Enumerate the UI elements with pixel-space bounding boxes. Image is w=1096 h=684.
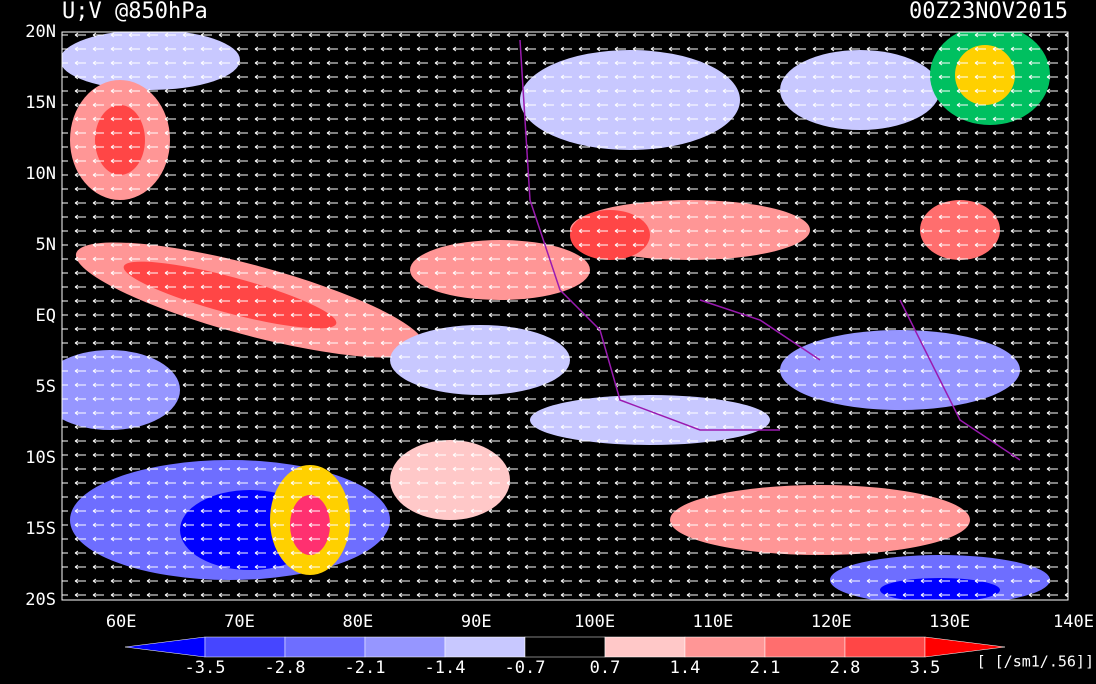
colorbar-label: 2.8 <box>830 658 861 678</box>
colorbar-segment <box>764 636 846 658</box>
colorbar-arrow-right <box>924 636 1006 658</box>
lon-label: 110E <box>692 612 733 632</box>
lat-label: 20N <box>25 22 56 42</box>
colorbar-label: 0.7 <box>590 658 621 678</box>
lat-label: EQ <box>36 306 56 326</box>
colorbar-segment <box>844 636 926 658</box>
lon-label: 140E <box>1053 612 1094 632</box>
lon-label: 60E <box>106 612 137 632</box>
lat-label: 5S <box>36 377 56 397</box>
colorbar-segment <box>204 636 286 658</box>
colorbar-segment <box>684 636 766 658</box>
colorbar-label: -2.1 <box>345 658 386 678</box>
colorbar-segment <box>284 636 366 658</box>
lon-label: 120E <box>811 612 852 632</box>
colorbar-label: -3.5 <box>185 658 226 678</box>
colorbar: -3.5 -2.8 -2.1 -1.4 -0.7 0.7 1.4 2.1 2.8 3.5 <box>124 636 1006 678</box>
colorbar-unit: [ [/sm1/.56]] <box>977 653 1094 671</box>
title: U;V @850hPa <box>62 0 208 24</box>
colorbar-label: -0.7 <box>505 658 546 678</box>
lat-label: 5N <box>36 235 56 255</box>
lat-label: 15N <box>25 93 56 113</box>
colorbar-segment <box>524 636 606 658</box>
map-frame <box>61 31 1069 601</box>
lat-label: 10S <box>25 448 56 468</box>
lon-label: 130E <box>929 612 970 632</box>
timestamp: 00Z23NOV2015 <box>909 0 1068 24</box>
colorbar-segment <box>604 636 686 658</box>
lon-label: 80E <box>343 612 374 632</box>
colorbar-label: 1.4 <box>670 658 701 678</box>
lon-label: 90E <box>461 612 492 632</box>
lon-label: 100E <box>574 612 615 632</box>
colorbar-segment <box>364 636 446 658</box>
map-field <box>62 32 1068 600</box>
lat-label: 15S <box>25 519 56 539</box>
colorbar-label: 2.1 <box>750 658 781 678</box>
lat-label: 10N <box>25 164 56 184</box>
colorbar-segment <box>444 636 526 658</box>
lat-axis: 20N 15N 10N 5N EQ 5S 10S 15S 20S <box>25 22 56 610</box>
colorbar-label: -2.8 <box>265 658 306 678</box>
colorbar-label: 3.5 <box>910 658 941 678</box>
lon-label: 70E <box>224 612 255 632</box>
colorbar-label: -1.4 <box>425 658 466 678</box>
lon-axis: 60E 70E 80E 90E 100E 110E 120E 130E 140E <box>106 612 1094 632</box>
lat-label: 20S <box>25 590 56 610</box>
